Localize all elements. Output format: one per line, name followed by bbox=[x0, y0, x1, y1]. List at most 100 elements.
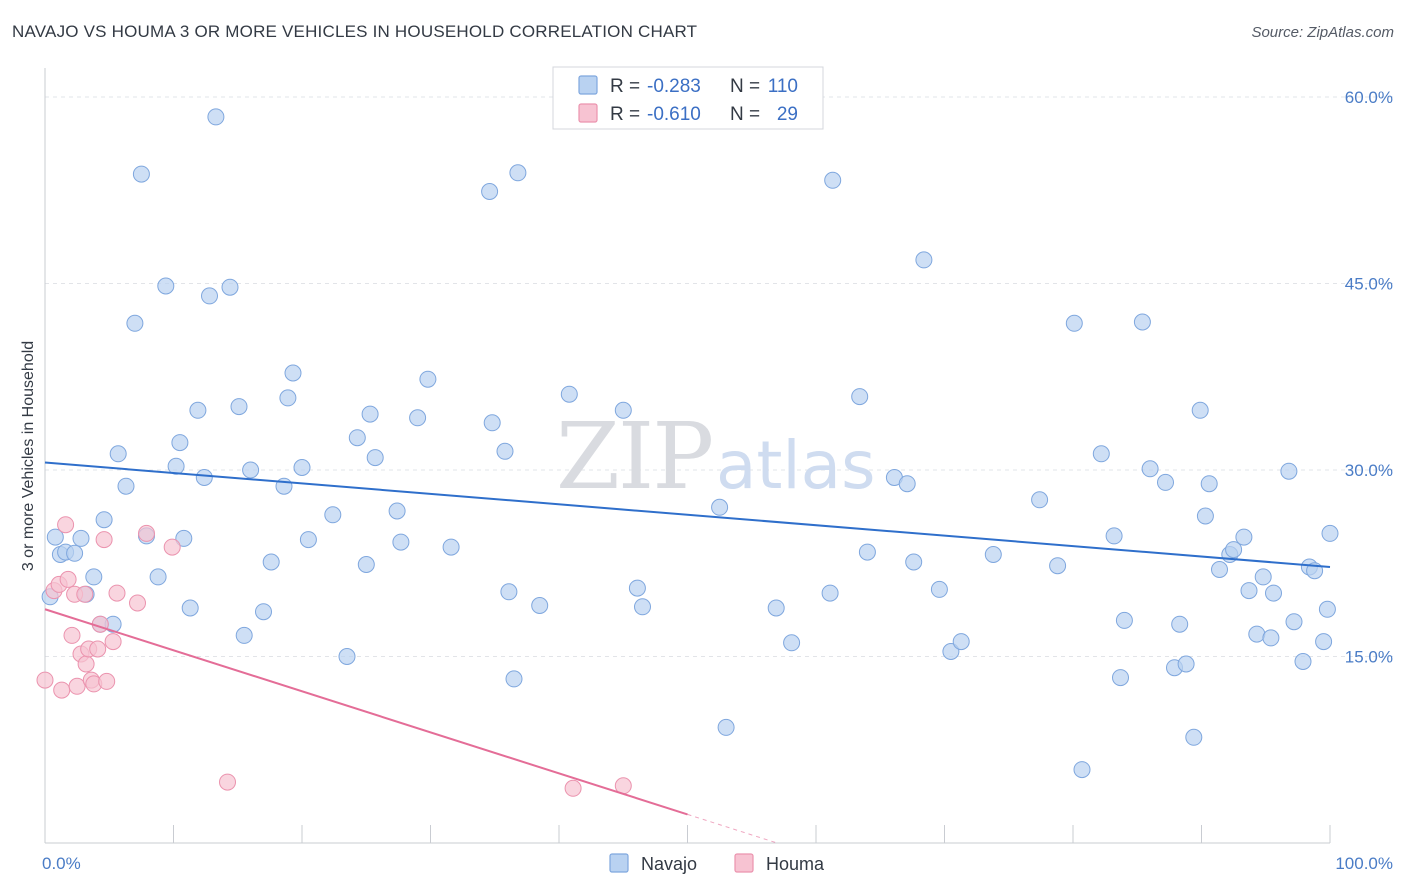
navajo-point-98 bbox=[1248, 625, 1266, 643]
legend-swatch-navajo bbox=[578, 75, 598, 95]
navajo-point-76 bbox=[1049, 557, 1067, 575]
navajo-point-18 bbox=[167, 457, 185, 475]
navajo-point-108 bbox=[1318, 600, 1336, 618]
navajo-point-20 bbox=[175, 529, 193, 547]
scatter-points bbox=[36, 108, 1339, 797]
navajo-point-88 bbox=[1177, 655, 1195, 673]
navajo-point-33 bbox=[279, 389, 297, 407]
navajo-point-25 bbox=[207, 108, 225, 126]
navajo-point-14 bbox=[132, 165, 150, 183]
houma-point-25 bbox=[564, 779, 582, 797]
navajo-point-44 bbox=[392, 533, 410, 551]
navajo-point-77 bbox=[1065, 314, 1083, 332]
houma-point-5 bbox=[59, 570, 77, 588]
houma-trend-line bbox=[44, 608, 688, 816]
chart-title: NAVAJO VS HOUMA 3 OR MORE VEHICLES IN HO… bbox=[12, 22, 698, 41]
navajo-point-51 bbox=[500, 583, 518, 601]
bottom-legend-label-navajo: Navajo bbox=[641, 854, 697, 874]
navajo-point-78 bbox=[1073, 761, 1091, 779]
axes bbox=[44, 68, 1331, 844]
navajo-point-74 bbox=[984, 546, 1002, 563]
houma-point-8 bbox=[68, 677, 86, 695]
navajo-point-11 bbox=[109, 445, 127, 463]
navajo-point-60 bbox=[717, 718, 735, 736]
navajo-point-24 bbox=[201, 287, 218, 305]
navajo-point-50 bbox=[496, 442, 514, 460]
legend-r-label-houma: R = bbox=[610, 104, 640, 125]
houma-point-20 bbox=[108, 584, 126, 602]
navajo-point-80 bbox=[1105, 527, 1123, 545]
bottom-legend: Navajo Houma bbox=[609, 853, 825, 874]
houma-point-3 bbox=[53, 681, 71, 699]
navajo-point-57 bbox=[628, 579, 646, 597]
navajo-point-45 bbox=[409, 409, 427, 427]
houma-point-17 bbox=[95, 531, 113, 549]
navajo-point-55 bbox=[560, 385, 578, 403]
houma-point-19 bbox=[104, 633, 122, 651]
navajo-point-89 bbox=[1185, 728, 1203, 746]
houma-point-18 bbox=[98, 672, 116, 690]
navajo-point-103 bbox=[1285, 613, 1303, 631]
navajo-point-109 bbox=[1321, 524, 1339, 542]
bottom-legend-swatch-houma bbox=[734, 853, 754, 873]
houma-point-11 bbox=[77, 655, 95, 673]
navajo-point-28 bbox=[235, 626, 253, 644]
houma-trend-extension bbox=[687, 813, 778, 844]
navajo-point-69 bbox=[905, 553, 923, 571]
navajo-point-65 bbox=[851, 388, 869, 406]
navajo-point-19 bbox=[171, 434, 189, 452]
legend-swatch-houma bbox=[578, 103, 598, 123]
navajo-point-75 bbox=[1031, 491, 1049, 509]
navajo-point-30 bbox=[255, 603, 272, 621]
navajo-point-81 bbox=[1112, 669, 1129, 687]
navajo-point-61 bbox=[767, 599, 785, 617]
navajo-point-56 bbox=[614, 401, 632, 419]
legend-n-value-houma: 29 bbox=[777, 104, 798, 125]
navajo-point-12 bbox=[117, 477, 135, 495]
navajo-point-47 bbox=[442, 538, 460, 556]
houma-point-10 bbox=[76, 585, 94, 603]
navajo-point-39 bbox=[348, 429, 366, 447]
houma-point-24 bbox=[219, 773, 236, 791]
navajo-point-91 bbox=[1196, 507, 1214, 525]
y-tick-label-15: 15.0% bbox=[1345, 648, 1393, 667]
navajo-point-48 bbox=[481, 183, 499, 200]
houma-point-22 bbox=[138, 524, 155, 542]
navajo-point-13 bbox=[126, 314, 144, 332]
legend-r-value-navajo: -0.283 bbox=[647, 76, 701, 97]
navajo-point-35 bbox=[293, 459, 311, 476]
navajo-point-23 bbox=[195, 469, 213, 486]
navajo-point-34 bbox=[284, 364, 302, 382]
navajo-point-37 bbox=[324, 506, 342, 524]
x-tick-labels: 0.0% 100.0% bbox=[42, 854, 1393, 873]
navajo-point-96 bbox=[1235, 528, 1253, 546]
navajo-point-21 bbox=[181, 599, 199, 617]
navajo-point-27 bbox=[230, 398, 248, 416]
navajo-point-72 bbox=[942, 643, 960, 660]
houma-point-21 bbox=[129, 594, 146, 612]
navajo-point-7 bbox=[85, 568, 103, 586]
navajo-point-90 bbox=[1191, 401, 1209, 419]
navajo-point-64 bbox=[824, 171, 842, 189]
navajo-point-84 bbox=[1141, 460, 1159, 478]
navajo-point-95 bbox=[1225, 541, 1243, 559]
bottom-legend-label-houma: Houma bbox=[766, 854, 825, 874]
chart-source: Source: ZipAtlas.com bbox=[1251, 24, 1394, 41]
navajo-point-83 bbox=[1133, 313, 1151, 331]
y-tick-label-60: 60.0% bbox=[1345, 88, 1393, 107]
navajo-point-93 bbox=[1211, 561, 1228, 578]
navajo-point-85 bbox=[1157, 473, 1174, 491]
navajo-point-5 bbox=[72, 529, 90, 547]
watermark-atlas: atlas bbox=[716, 427, 876, 504]
trend-lines bbox=[44, 461, 1331, 844]
y-axis-label: 3 or more Vehicles in Household bbox=[20, 341, 37, 571]
navajo-point-59 bbox=[711, 498, 729, 516]
houma-point-6 bbox=[63, 626, 81, 644]
legend-n-label-navajo: N = bbox=[730, 76, 760, 97]
navajo-point-4 bbox=[66, 544, 84, 562]
x-tick-label-0: 0.0% bbox=[42, 854, 81, 873]
navajo-point-54 bbox=[531, 597, 549, 614]
navajo-point-79 bbox=[1092, 445, 1110, 463]
navajo-point-40 bbox=[357, 556, 375, 573]
